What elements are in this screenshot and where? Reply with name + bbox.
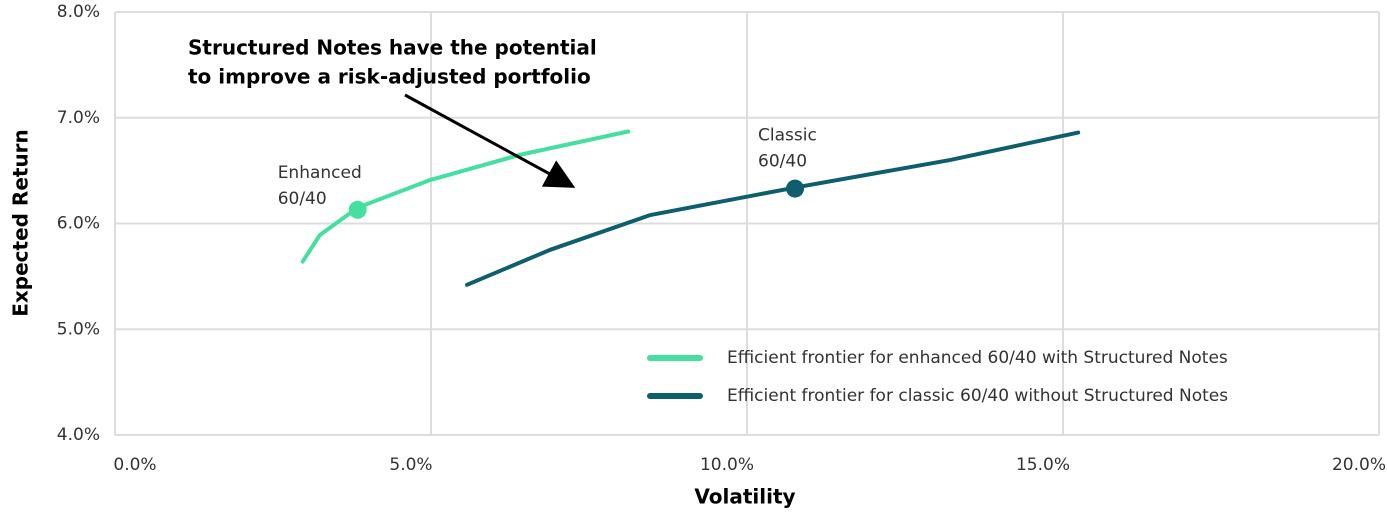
point-label: 60/40 bbox=[758, 152, 807, 172]
x-tick-label: 5.0% bbox=[389, 455, 432, 475]
frontier-line bbox=[300, 129, 631, 264]
x-axis-label: Volatility bbox=[694, 485, 795, 509]
plot: 4.0% 5.0% 6.0% 7.0% 8.0% 0.0% 5.0% 10.0% 15.0% 20… bbox=[57, 2, 1386, 475]
annotation: to improve a risk-adjusted portfolio bbox=[188, 65, 591, 89]
point-marker bbox=[348, 200, 367, 219]
x-tick-label: 0.0% bbox=[113, 455, 156, 475]
point-label: Enhanced bbox=[278, 163, 362, 183]
x-tick-label: 15.0% bbox=[1016, 455, 1070, 475]
point-label: 60/40 bbox=[278, 189, 327, 209]
y-tick-label: 7.0% bbox=[57, 108, 100, 128]
y-axis-label: Expected Return bbox=[9, 129, 33, 317]
y-tick-label: 8.0% bbox=[57, 2, 100, 22]
legend-label: Efficient frontier for enhanced 60/40 wi… bbox=[727, 348, 1228, 368]
x-tick-label: 20.0% bbox=[1332, 455, 1386, 475]
annotation: Structured Notes have the potential bbox=[188, 36, 597, 60]
y-tick-label: 6.0% bbox=[57, 214, 100, 234]
y-tick-label: 5.0% bbox=[57, 319, 100, 339]
x-tick-label: 10.0% bbox=[700, 455, 754, 475]
frontier-line bbox=[465, 130, 1081, 287]
legend-label: Efficient frontier for classic 60/40 wit… bbox=[727, 386, 1228, 406]
point-marker bbox=[786, 179, 805, 198]
y-tick-label: 4.0% bbox=[57, 425, 100, 445]
point-label: Classic bbox=[758, 126, 817, 146]
arrow bbox=[404, 93, 576, 188]
